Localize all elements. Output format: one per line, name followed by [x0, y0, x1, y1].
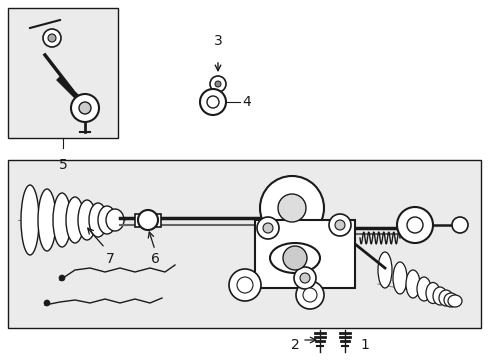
Circle shape: [334, 220, 345, 230]
Bar: [135, 214, 161, 227]
Circle shape: [303, 288, 316, 302]
Circle shape: [257, 217, 279, 239]
Circle shape: [295, 281, 324, 309]
Ellipse shape: [438, 290, 452, 306]
Ellipse shape: [416, 277, 430, 301]
Text: 3: 3: [213, 34, 222, 48]
Bar: [8, 160, 480, 328]
Ellipse shape: [269, 243, 319, 273]
Circle shape: [138, 210, 158, 230]
Ellipse shape: [78, 200, 96, 240]
Ellipse shape: [405, 270, 419, 298]
Ellipse shape: [38, 189, 56, 251]
Text: 2: 2: [291, 338, 299, 352]
Circle shape: [237, 277, 252, 293]
Circle shape: [406, 217, 422, 233]
Circle shape: [263, 223, 272, 233]
Circle shape: [283, 246, 306, 270]
Circle shape: [43, 29, 61, 47]
Circle shape: [260, 176, 324, 240]
Circle shape: [200, 89, 225, 115]
Text: 4: 4: [242, 95, 250, 109]
Ellipse shape: [89, 203, 107, 237]
Circle shape: [451, 217, 467, 233]
Ellipse shape: [425, 283, 439, 303]
Ellipse shape: [66, 197, 84, 243]
Text: 1: 1: [359, 338, 368, 352]
Circle shape: [59, 275, 65, 281]
Text: 7: 7: [105, 252, 114, 266]
Ellipse shape: [432, 287, 446, 305]
Circle shape: [278, 194, 305, 222]
Circle shape: [71, 94, 99, 122]
Bar: [254, 220, 354, 288]
Ellipse shape: [21, 185, 39, 255]
Circle shape: [293, 267, 315, 289]
Ellipse shape: [392, 262, 406, 294]
Ellipse shape: [106, 209, 124, 231]
Circle shape: [215, 81, 221, 87]
Circle shape: [206, 96, 219, 108]
Circle shape: [209, 76, 225, 92]
Ellipse shape: [377, 252, 391, 288]
Bar: [8, 8, 118, 138]
Ellipse shape: [447, 295, 461, 307]
Circle shape: [328, 214, 350, 236]
Circle shape: [396, 207, 432, 243]
Circle shape: [299, 273, 309, 283]
Ellipse shape: [53, 193, 71, 247]
Ellipse shape: [98, 206, 116, 234]
Circle shape: [228, 269, 261, 301]
Ellipse shape: [443, 293, 457, 307]
Circle shape: [79, 102, 91, 114]
Text: 6: 6: [150, 252, 159, 266]
Text: 5: 5: [59, 158, 67, 172]
Circle shape: [48, 34, 56, 42]
Circle shape: [44, 300, 50, 306]
